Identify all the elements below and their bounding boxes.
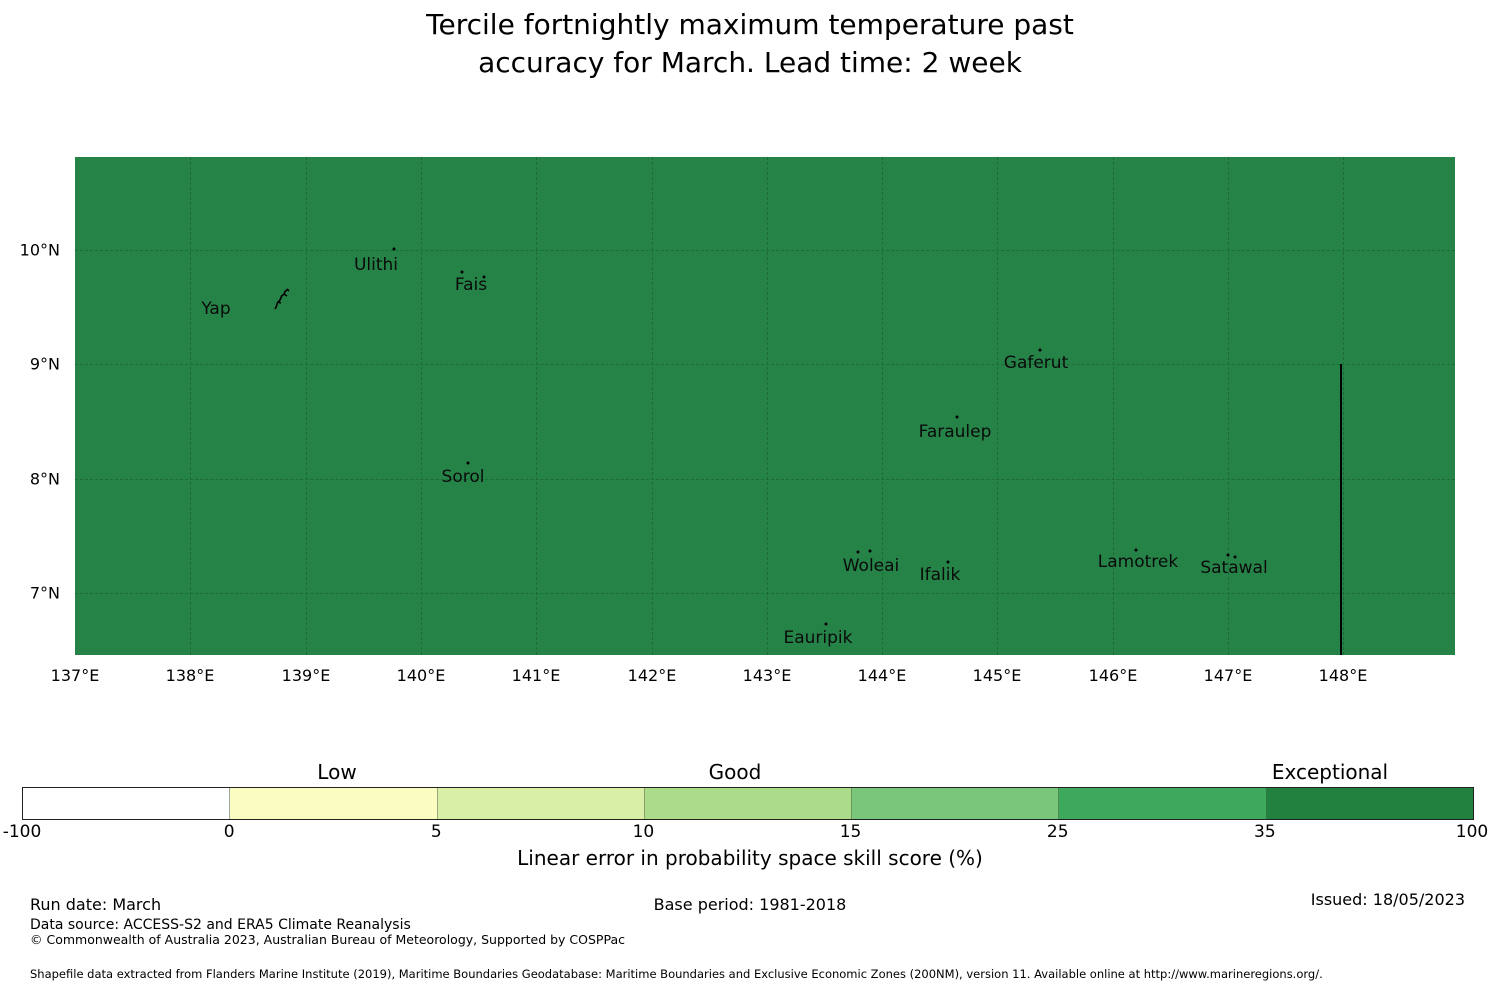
island-marker-eauripik [824, 622, 828, 626]
map-gridline-horizontal [75, 250, 1455, 251]
shapefile-attribution-text: Shapefile data extracted from Flanders M… [30, 967, 1323, 981]
x-axis-tick-label: 145°E [972, 666, 1022, 685]
chart-title-line2: accuracy for March. Lead time: 2 week [478, 46, 1022, 79]
map-gridline-vertical [997, 157, 998, 655]
island-label-woleai: Woleai [842, 556, 900, 576]
island-marker-sorol [466, 461, 470, 465]
island-label-faraulep: Faraulep [918, 422, 992, 442]
island-label-yap: Yap [201, 299, 231, 319]
island-marker-fais [482, 275, 486, 279]
map-gridline-horizontal [75, 479, 1455, 480]
copyright-text: © Commonwealth of Australia 2023, Austra… [30, 932, 625, 947]
map-gridline-vertical [767, 157, 768, 655]
colorbar-segment-1 [230, 788, 438, 819]
island-marker-faraulep [955, 415, 959, 419]
y-axis-tick-label: 8°N [29, 469, 60, 489]
island-label-eauripik: Eauripik [783, 628, 853, 648]
colorbar [22, 787, 1474, 820]
colorbar-axis-label: Linear error in probability space skill … [517, 846, 983, 870]
x-axis-tick-label: 147°E [1203, 666, 1253, 685]
colorbar-zone-label-good: Good [708, 760, 762, 784]
island-label-ifalik: Ifalik [919, 565, 961, 585]
x-axis-tick-label: 148°E [1318, 666, 1368, 685]
y-axis-tick-label: 7°N [29, 583, 60, 603]
yap-island-shape [274, 288, 290, 310]
island-marker-fais [460, 270, 464, 274]
colorbar-tick-label: 15 [839, 822, 862, 842]
map-gridline-vertical [1113, 157, 1114, 655]
x-axis-tick-label: 141°E [511, 666, 561, 685]
map-gridline-vertical [536, 157, 537, 655]
island-label-satawal: Satawal [1200, 558, 1268, 578]
x-axis-tick-label: 139°E [281, 666, 331, 685]
colorbar-zone-label-exceptional: Exceptional [1271, 760, 1389, 784]
colorbar-segment-6 [1266, 788, 1473, 819]
base-period-text: Base period: 1981-2018 [653, 895, 847, 914]
colorbar-segment-3 [644, 788, 853, 819]
colorbar-tick-label: 5 [430, 822, 442, 842]
x-axis-tick-label: 142°E [627, 666, 677, 685]
island-marker-satawal [1226, 553, 1230, 557]
colorbar-tick-label: -100 [2, 822, 42, 842]
colorbar-tick-label: 0 [223, 822, 235, 842]
x-axis-tick-label: 146°E [1088, 666, 1138, 685]
chart-title: Tercile fortnightly maximum temperature … [0, 6, 1500, 82]
island-marker-ifalik [946, 560, 950, 564]
map-gridline-vertical [652, 157, 653, 655]
island-marker-ulithi [392, 247, 396, 251]
data-source-text: Data source: ACCESS-S2 and ERA5 Climate … [30, 917, 411, 933]
y-axis-tick-label: 9°N [29, 354, 60, 374]
colorbar-segment-2 [437, 788, 645, 819]
island-marker-lamotrek [1134, 548, 1138, 552]
x-axis-tick-label: 138°E [165, 666, 215, 685]
map-gridline-vertical [306, 157, 307, 655]
island-marker-satawal [1233, 555, 1237, 559]
colorbar-tick-label: 100 [1455, 822, 1489, 842]
x-axis-tick-label: 140°E [396, 666, 446, 685]
colorbar-zone-label-low: Low [317, 760, 357, 784]
island-marker-gaferut [1038, 348, 1042, 352]
run-date-text: Run date: March [30, 895, 162, 914]
x-axis-tick-label: 143°E [742, 666, 792, 685]
issued-date-text: Issued: 18/05/2023 [1310, 890, 1465, 909]
colorbar-tick-label: 10 [632, 822, 655, 842]
chart-title-line1: Tercile fortnightly maximum temperature … [426, 8, 1074, 41]
x-axis-tick-label: 144°E [857, 666, 907, 685]
map-gridline-vertical [1228, 157, 1229, 655]
island-marker-woleai [868, 549, 872, 553]
island-label-gaferut: Gaferut [1003, 353, 1069, 373]
map-gridline-vertical [882, 157, 883, 655]
colorbar-tick-label: 25 [1046, 822, 1069, 842]
eez-boundary-line [1340, 364, 1342, 655]
colorbar-tick-label: 35 [1254, 822, 1276, 842]
colorbar-segment-5 [1059, 788, 1267, 819]
map-gridline-vertical [190, 157, 191, 655]
island-label-ulithi: Ulithi [353, 255, 399, 275]
island-label-fais: Fais [454, 275, 488, 295]
map-gridline-horizontal [75, 593, 1455, 594]
x-axis-tick-label: 137°E [50, 666, 100, 685]
map-region: Yap Ulithi Fais Sorol Gaferut Faraulep Woleai I… [75, 157, 1455, 655]
map-gridline-vertical [1343, 157, 1344, 655]
island-label-lamotrek: Lamotrek [1097, 552, 1179, 572]
map-gridline-vertical [421, 157, 422, 655]
colorbar-segment-4 [852, 788, 1060, 819]
y-axis-tick-label: 10°N [19, 240, 60, 260]
colorbar-segment-0 [23, 788, 231, 819]
island-marker-woleai [856, 550, 860, 554]
map-gridline-horizontal [75, 364, 1455, 365]
island-label-sorol: Sorol [441, 467, 485, 487]
